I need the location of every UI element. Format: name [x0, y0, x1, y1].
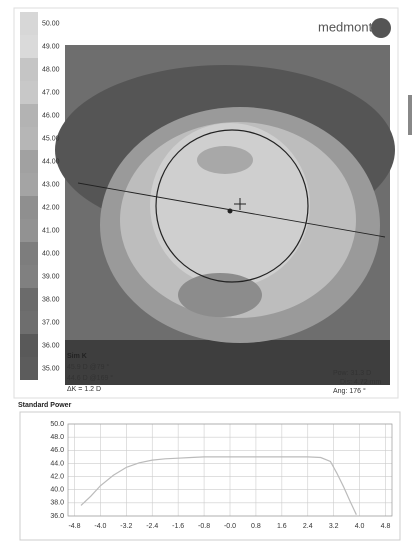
scale-swatch: [20, 127, 38, 150]
zone-upper: [197, 146, 253, 174]
scale-swatch: [20, 12, 38, 35]
scale-swatch: [20, 150, 38, 173]
scale-swatch: [20, 357, 38, 380]
y-tick-label: 46.0: [50, 447, 64, 454]
scale-label: 46.00: [42, 112, 60, 119]
scale-label: 36.00: [42, 342, 60, 349]
profile-title: Standard Power: [18, 402, 72, 409]
page: medmont Sim K 45.9 D @79 ° 44.6 D @169 °…: [0, 0, 417, 541]
y-tick-label: 44.0: [50, 460, 64, 467]
x-tick-label: 2.4: [303, 523, 313, 530]
x-tick-label: -1.6: [172, 523, 184, 530]
x-tick-label: 3.2: [329, 523, 339, 530]
scale-label: 42.00: [42, 204, 60, 211]
map: [55, 45, 395, 385]
scale-swatch: [20, 173, 38, 196]
scale-label: 45.00: [42, 135, 60, 142]
apex-dot: [228, 209, 233, 214]
scale-swatch: [20, 35, 38, 58]
topography-view: medmont Sim K 45.9 D @79 ° 44.6 D @169 °…: [0, 0, 417, 541]
scale-swatch: [20, 104, 38, 127]
scale-swatch: [20, 265, 38, 288]
scroll-mark: [408, 95, 412, 135]
scale-label: 49.00: [42, 43, 60, 50]
scale-swatch: [20, 242, 38, 265]
x-tick-label: 1.6: [277, 523, 287, 530]
scale-label: 50.00: [42, 20, 60, 27]
sim-k-line: 45.9 D @79 °: [67, 363, 109, 371]
x-tick-label: -2.4: [146, 523, 158, 530]
x-tick-label: 0.8: [251, 523, 261, 530]
cursor-line: Ang: 176 °: [333, 387, 366, 395]
logo-badge: [371, 18, 391, 38]
scale-label: 35.00: [42, 365, 60, 372]
scale-label: 37.00: [42, 319, 60, 326]
scale-label: 47.00: [42, 89, 60, 96]
sim-k-title: Sim K: [67, 353, 87, 360]
scale-swatch: [20, 196, 38, 219]
y-tick-label: 36.0: [50, 513, 64, 520]
scale-label: 44.00: [42, 158, 60, 165]
sim-k-line: ΔK = 1.2 D: [67, 386, 101, 393]
y-tick-label: 48.0: [50, 434, 64, 441]
x-tick-label: -0.0: [224, 523, 236, 530]
x-tick-label: -0.8: [198, 523, 210, 530]
y-tick-label: 40.0: [50, 487, 64, 494]
scale-label: 41.00: [42, 227, 60, 234]
x-tick-label: 4.8: [381, 523, 391, 530]
sim-k-line: 44.6 D @169 °: [67, 374, 113, 382]
x-tick-label: -4.8: [68, 523, 80, 530]
scale-label: 40.00: [42, 250, 60, 257]
x-tick-label: -3.2: [120, 523, 132, 530]
scale-swatch: [20, 311, 38, 334]
cursor-line: Dis: 4.72 mm: [340, 379, 381, 386]
scale-label: 39.00: [42, 273, 60, 280]
cursor-line: Pow: 31.3 D: [333, 370, 371, 377]
y-tick-label: 42.0: [50, 473, 64, 480]
x-tick-label: 4.0: [355, 523, 365, 530]
scale-swatch: [20, 81, 38, 104]
y-tick-label: 38.0: [50, 500, 64, 507]
scale-swatch: [20, 288, 38, 311]
y-tick-label: 50.0: [50, 421, 64, 428]
scale-swatch: [20, 219, 38, 242]
scale-label: 43.00: [42, 181, 60, 188]
logo-text: medmont: [318, 19, 373, 34]
scale-swatch: [20, 58, 38, 81]
scale-label: 38.00: [42, 296, 60, 303]
x-tick-label: -4.0: [94, 523, 106, 530]
scale-swatch: [20, 334, 38, 357]
scale-label: 48.00: [42, 66, 60, 73]
